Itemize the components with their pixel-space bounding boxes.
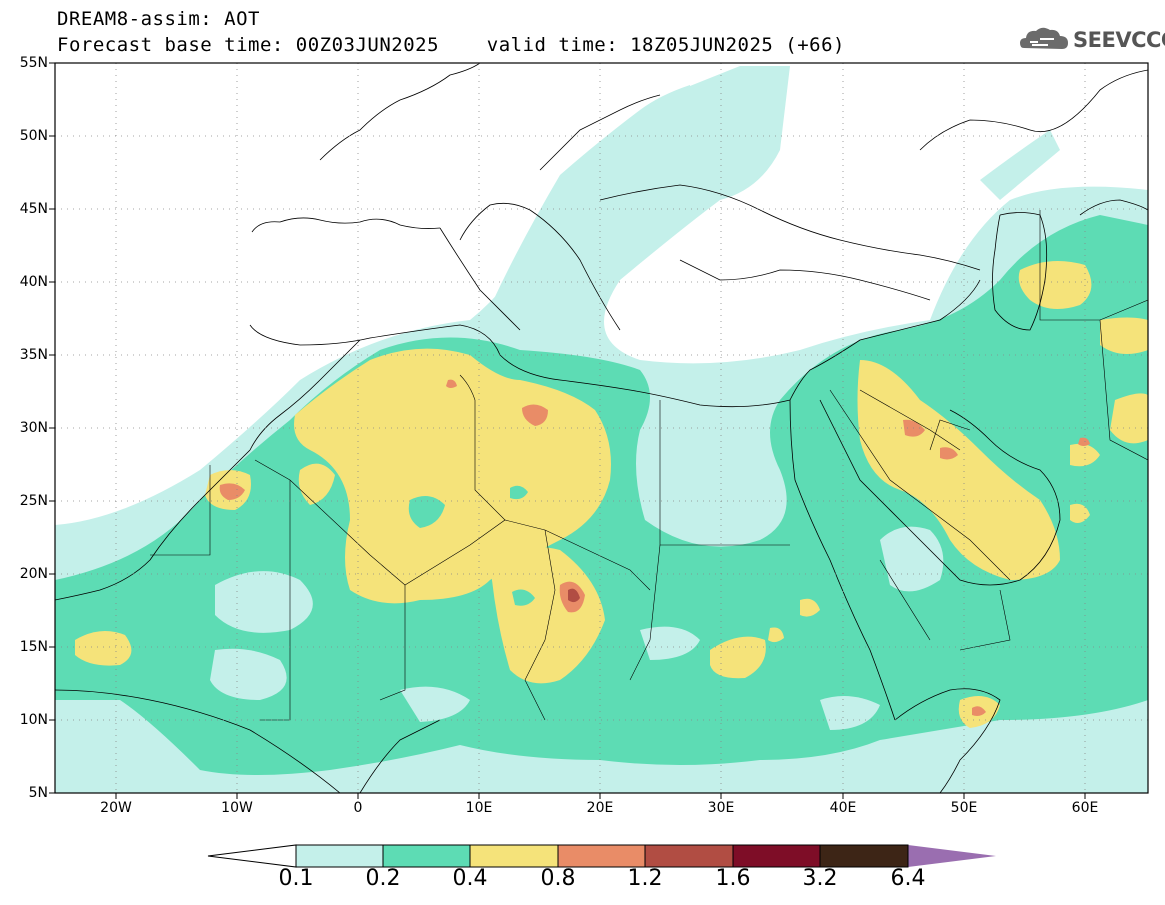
colorbar-swatch-3 — [558, 845, 645, 867]
colorbar-label-1: 0.2 — [365, 866, 401, 891]
colorbar-label-4: 1.2 — [627, 866, 663, 891]
lon-label-20e: 20E — [586, 800, 614, 816]
lat-label-30n: 30N — [19, 420, 48, 436]
country-borders — [150, 210, 1148, 721]
lat-label-45n: 45N — [19, 201, 48, 217]
lat-label-20n: 20N — [19, 566, 48, 582]
lat-label-15n: 15N — [19, 639, 48, 655]
logo-text: SEEVCCC — [1073, 28, 1165, 52]
lon-label-0: 0 — [353, 800, 363, 816]
lat-label-55n: 55N — [19, 55, 48, 71]
lat-label-50n: 50N — [19, 128, 48, 144]
forecast-time-subtitle: Forecast base time: 00Z03JUN2025 valid t… — [57, 34, 845, 56]
lat-label-5n: 5N — [28, 785, 48, 801]
axis-ticks — [49, 62, 1086, 799]
colorbar-swatch-0 — [296, 845, 383, 867]
aot-low-patches — [210, 455, 944, 730]
lon-label-20w: 20W — [100, 800, 132, 816]
lon-label-60e: 60E — [1071, 800, 1099, 816]
colorbar-label-3: 0.8 — [540, 866, 576, 891]
colorbar-label-5: 1.6 — [715, 866, 751, 891]
lat-label-40n: 40N — [19, 274, 48, 290]
colorbar-label-7: 6.4 — [890, 866, 926, 891]
colorbar-swatch-1 — [383, 845, 470, 867]
colorbar-swatch-2 — [470, 845, 558, 867]
colorbar-swatch-4 — [645, 845, 733, 867]
lat-label-10n: 10N — [19, 712, 48, 728]
lat-label-25n: 25N — [19, 493, 48, 509]
colorbar-label-2: 0.4 — [452, 866, 488, 891]
aot-level-1.2 — [568, 588, 580, 603]
colorbar-label-6: 3.2 — [802, 866, 838, 891]
lon-label-10w: 10W — [221, 800, 253, 816]
lon-label-30e: 30E — [707, 800, 735, 816]
lat-label-35n: 35N — [19, 347, 48, 363]
colorbar-label-0: 0.1 — [278, 866, 314, 891]
map-grid — [55, 63, 1148, 793]
lon-label-50e: 50E — [950, 800, 978, 816]
cloud-icon — [1020, 27, 1068, 49]
colorbar-min-arrow — [207, 844, 297, 868]
colorbar-swatch-5 — [733, 845, 820, 867]
lon-label-10e: 10E — [465, 800, 493, 816]
lon-label-40e: 40E — [829, 800, 857, 816]
colorbar-swatch-6 — [820, 845, 908, 867]
seevccc-logo — [1020, 27, 1068, 49]
map-title: DREAM8-assim: AOT — [57, 8, 260, 30]
coastlines — [55, 63, 1148, 793]
colorbar-max-arrow — [908, 845, 996, 867]
aot-mid-patches — [408, 485, 535, 606]
